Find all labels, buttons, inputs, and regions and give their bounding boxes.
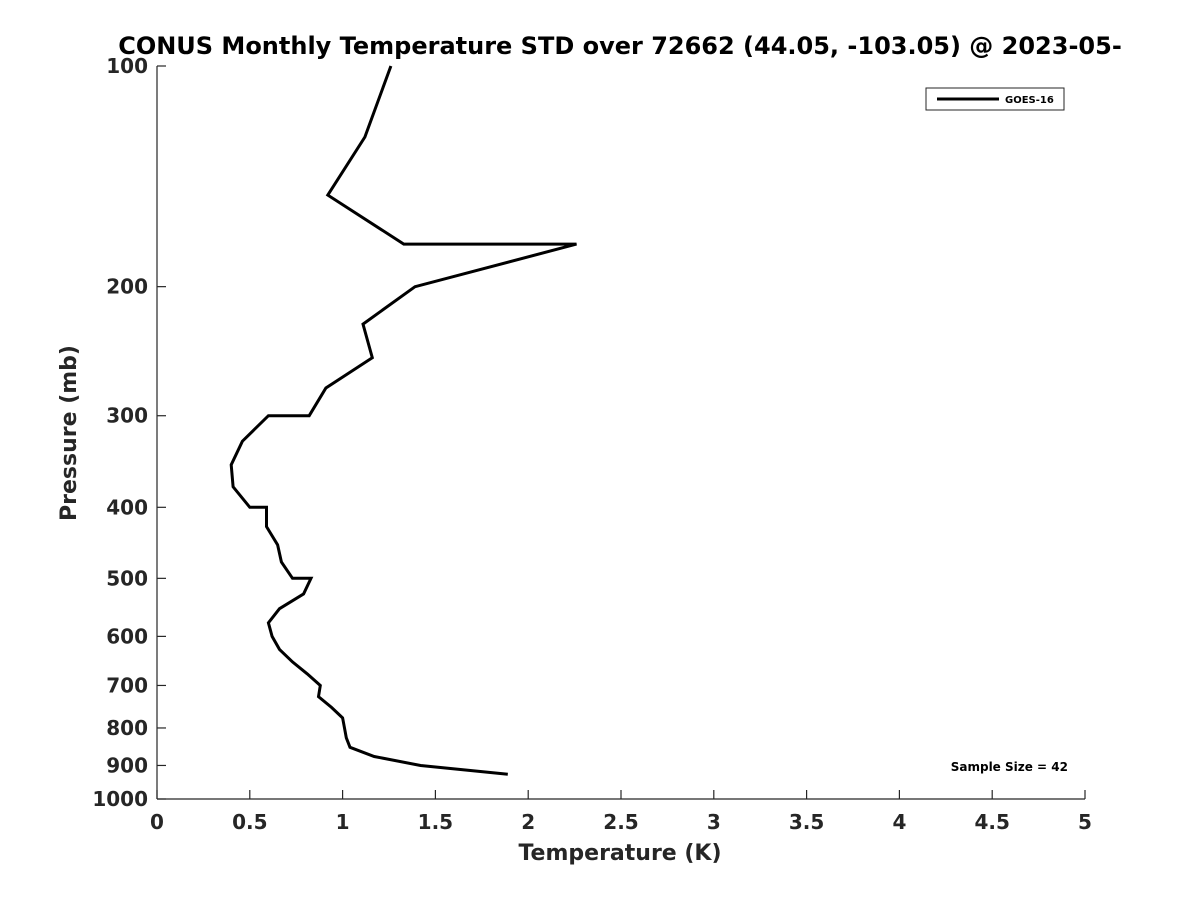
y-tick-label: 500 — [106, 566, 148, 590]
x-axis-label: Temperature (K) — [518, 841, 721, 866]
x-tick-label: 0 — [150, 810, 164, 834]
chart-title: CONUS Monthly Temperature STD over 72662… — [118, 32, 1122, 60]
x-tick-label: 5 — [1078, 810, 1092, 834]
x-axis-ticks: 0 0.5 1 1.5 2 2.5 3 3.5 4 4.5 5 — [150, 790, 1092, 834]
y-tick-label: 700 — [106, 673, 148, 697]
series-line-goes-16 — [229, 65, 577, 776]
legend-label-goes-16: GOES-16 — [1005, 95, 1054, 106]
sample-size-annotation: Sample Size = 42 — [951, 760, 1068, 774]
y-axis-ticks: 100 200 300 400 500 600 700 800 900 1000 — [92, 54, 166, 811]
x-tick-label: 3.5 — [789, 810, 824, 834]
legend: GOES-16 — [925, 87, 1065, 111]
x-tick-label: 0.5 — [232, 810, 267, 834]
series-layer — [229, 65, 577, 776]
y-tick-label: 1000 — [92, 787, 148, 811]
x-tick-label: 4 — [892, 810, 906, 834]
axes — [156, 66, 1085, 800]
y-tick-label: 100 — [106, 54, 148, 78]
x-tick-label: 3 — [707, 810, 721, 834]
x-tick-label: 1 — [336, 810, 350, 834]
x-tick-label: 4.5 — [974, 810, 1009, 834]
y-axis-label: Pressure (mb) — [57, 345, 82, 521]
y-tick-label: 800 — [106, 716, 148, 740]
x-tick-label: 2.5 — [603, 810, 638, 834]
x-tick-label: 1.5 — [418, 810, 453, 834]
y-tick-label: 400 — [106, 495, 148, 519]
y-tick-label: 900 — [106, 753, 148, 777]
y-tick-label: 200 — [106, 275, 148, 299]
x-tick-label: 2 — [521, 810, 535, 834]
y-tick-label: 600 — [106, 624, 148, 648]
y-tick-label: 300 — [106, 404, 148, 428]
